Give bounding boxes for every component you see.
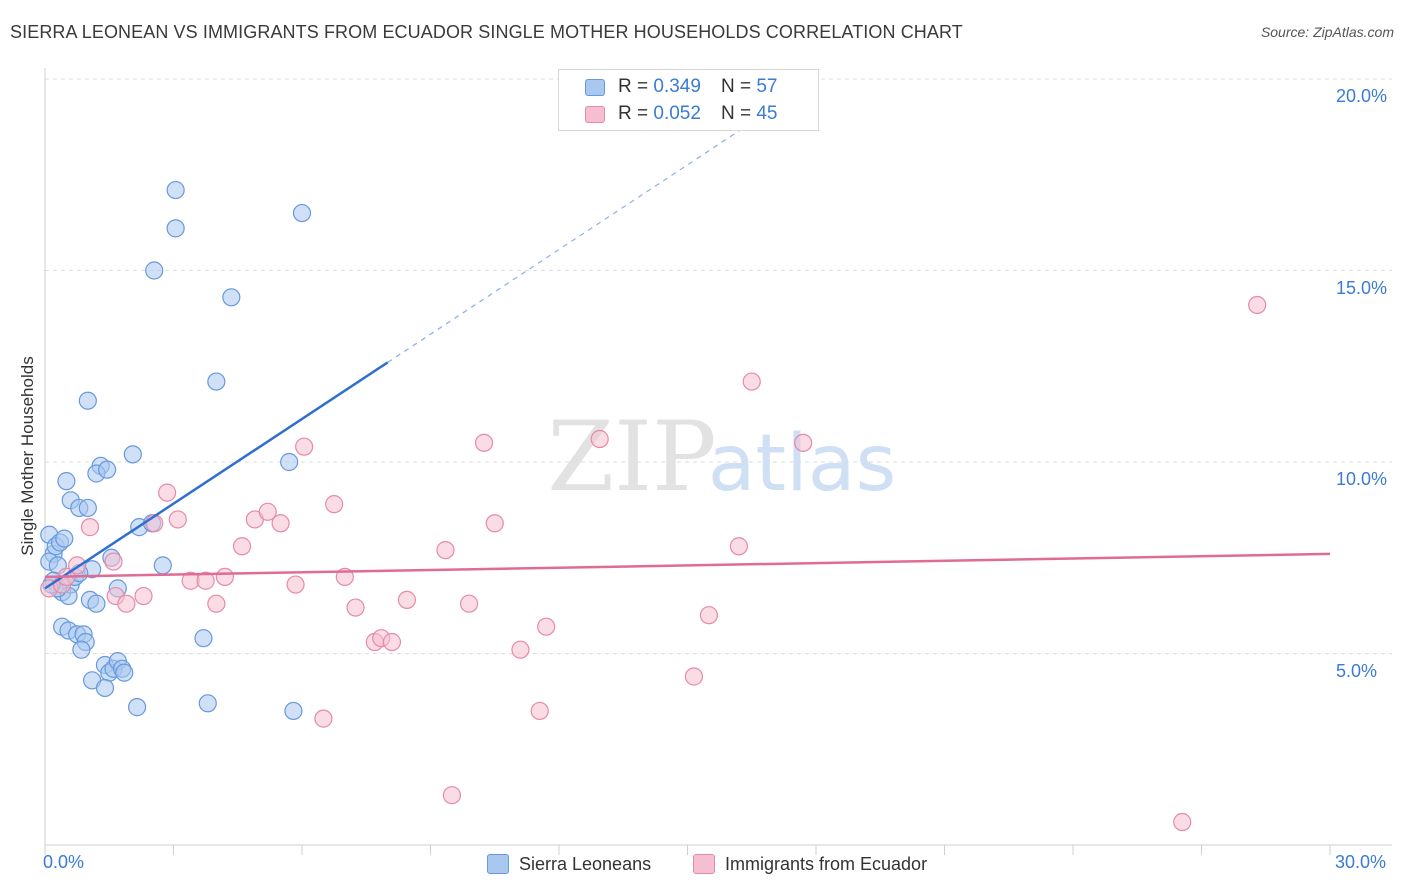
stats-row-ecuador: R = 0.052 N = 45 <box>585 101 777 127</box>
data-point <box>232 537 252 556</box>
r-label: R = <box>618 76 649 97</box>
data-point <box>207 372 226 391</box>
watermark-zip: ZIP <box>547 401 716 513</box>
n-value: 45 <box>756 103 778 124</box>
data-point <box>286 575 305 594</box>
data-point <box>95 678 115 698</box>
data-point <box>271 514 290 533</box>
data-point <box>325 495 344 514</box>
r-label: R = <box>618 103 649 124</box>
x-tick-label-min: 0.0% <box>43 852 85 872</box>
data-point <box>474 433 494 452</box>
data-point <box>117 594 136 613</box>
legend-swatch-blue <box>585 78 605 96</box>
data-point <box>684 667 704 686</box>
data-point <box>98 460 117 479</box>
n-label: N = <box>720 103 752 124</box>
trend-line-sierra-leoneans <box>44 361 389 590</box>
data-point <box>207 594 226 613</box>
data-point <box>459 594 479 613</box>
chart-title: SIERRA LEONEAN VS IMMIGRANTS FROM ECUADO… <box>10 22 963 42</box>
watermark: ZIP atlas <box>547 401 896 513</box>
data-point <box>198 694 217 713</box>
data-point <box>794 433 813 452</box>
r-value: 0.349 <box>653 76 701 97</box>
y-tick-label: 20.0% <box>1336 86 1388 106</box>
stats-legend: R = 0.349 N = 57 R = 0.052 N = 45 <box>558 69 819 131</box>
data-point <box>530 701 549 721</box>
data-point <box>590 429 609 449</box>
y-tick-label: 15.0% <box>1336 277 1388 298</box>
data-point <box>153 556 172 575</box>
data-point <box>196 571 215 590</box>
data-point <box>280 452 299 472</box>
stats-row-sierra-leoneans: R = 0.349 N = 57 <box>585 74 777 100</box>
gridlines <box>45 78 1392 654</box>
data-point <box>166 219 185 238</box>
data-point <box>442 786 462 805</box>
data-point <box>346 598 365 617</box>
n-label: N = <box>720 76 752 97</box>
data-point <box>166 180 185 200</box>
trend-lines <box>44 93 1331 590</box>
legend-swatch-blue <box>487 854 509 874</box>
data-point <box>485 514 504 533</box>
data-point <box>382 632 402 652</box>
data-point <box>80 518 100 537</box>
data-point <box>436 540 455 560</box>
data-point <box>397 590 417 609</box>
data-point <box>742 372 761 391</box>
data-point <box>215 567 234 587</box>
data-point <box>258 502 277 521</box>
legend-label: Immigrants from Ecuador <box>725 853 928 874</box>
x-tick-label-max: 30.0% <box>1335 852 1387 872</box>
data-point <box>78 498 97 518</box>
r-value: 0.052 <box>653 103 701 124</box>
data-point <box>537 617 556 636</box>
data-point <box>87 594 106 613</box>
data-point <box>104 552 123 571</box>
data-point <box>222 288 241 307</box>
data-point <box>55 529 74 548</box>
data-point <box>699 606 719 625</box>
data-point <box>511 640 530 659</box>
data-point <box>1248 295 1267 315</box>
legend-label: Sierra Leoneans <box>519 853 652 874</box>
legend-item-ecuador[interactable]: Immigrants from Ecuador <box>693 851 927 877</box>
data-point <box>115 663 134 682</box>
watermark-atlas: atlas <box>708 419 897 509</box>
trend-line-ecuador <box>44 552 1331 579</box>
legend-swatch-pink <box>585 105 605 123</box>
data-point <box>78 391 97 410</box>
y-tick-label: 10.0% <box>1336 469 1388 489</box>
series-ecuador <box>40 295 1267 832</box>
data-point <box>72 640 91 659</box>
n-value: 57 <box>756 76 778 97</box>
data-point <box>168 510 187 529</box>
data-point <box>295 437 314 456</box>
source-note: Source: ZipAtlas.com <box>1260 24 1394 40</box>
data-point <box>134 586 153 606</box>
data-point <box>194 629 213 648</box>
data-point <box>157 483 177 502</box>
data-point <box>314 709 333 728</box>
data-point <box>1173 812 1192 832</box>
axes <box>44 68 1392 855</box>
legend-item-sierra-leoneans[interactable]: Sierra Leoneans <box>487 851 651 877</box>
series-sierra-leoneans <box>40 180 312 721</box>
data-point <box>57 472 76 491</box>
data-point <box>127 698 147 717</box>
data-point <box>729 537 749 556</box>
trend-line-sierra-leoneans-extension <box>387 93 795 363</box>
legend-swatch-pink <box>693 854 715 874</box>
y-tick-label: 5.0% <box>1336 660 1378 681</box>
data-point <box>284 701 303 721</box>
data-point <box>145 261 164 280</box>
data-point <box>292 203 312 223</box>
data-point <box>123 445 142 464</box>
